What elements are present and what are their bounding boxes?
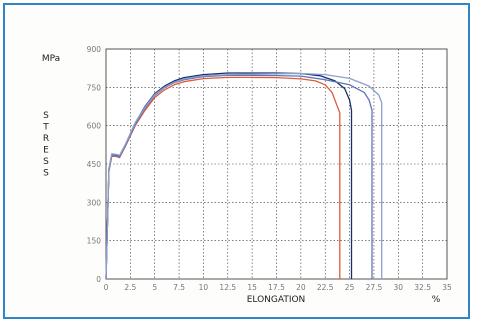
x-tick-label: 7.5 — [173, 283, 185, 292]
x-tick-label: 35 — [442, 283, 452, 292]
y-axis-label-letter: E — [43, 146, 49, 156]
x-tick-label: 25 — [345, 283, 355, 292]
y-axis-label-letter: S — [43, 111, 49, 121]
x-tick-label: 27.5 — [366, 283, 383, 292]
x-tick-label: 20 — [296, 283, 306, 292]
x-tick-label: 17.5 — [268, 283, 285, 292]
y-tick-label: 750 — [87, 83, 102, 92]
x-axis-label: ELONGATION — [247, 295, 306, 305]
x-tick-label: 30 — [394, 283, 404, 292]
series-line-1 — [105, 76, 341, 280]
x-tick-labels: 0 2.5 5 7.5 10 12.5 15 17.5 20 22.5 25 27.5 30 32.5 35 — [104, 283, 452, 292]
x-tick-label: 10 — [199, 283, 209, 292]
y-axis-label-letter: R — [43, 134, 49, 144]
y-tick-labels: 0 150 300 450 600 750 900 — [87, 45, 102, 284]
chart-frame: 0 2.5 5 7.5 10 12.5 15 17.5 20 22.5 25 27.5 30 32.5 35… — [3, 3, 470, 319]
y-axis-unit: MPa — [42, 54, 60, 64]
series-layer — [105, 72, 383, 280]
y-tick-label: 300 — [87, 198, 102, 207]
x-tick-label: 12.5 — [219, 283, 236, 292]
series-line-3 — [105, 74, 373, 280]
y-axis-label-letter: T — [42, 123, 49, 133]
stress-elongation-chart: 0 2.5 5 7.5 10 12.5 15 17.5 20 22.5 25 27.5 30 32.5 35… — [42, 45, 452, 305]
y-tick-label: 150 — [87, 237, 102, 246]
y-axis-label-letter: S — [43, 157, 49, 167]
x-axis-unit: % — [432, 295, 441, 305]
y-tick-label: 600 — [87, 122, 102, 131]
y-axis-label-letter: S — [43, 169, 49, 179]
plot-area — [105, 48, 448, 280]
x-tick-label: 5 — [152, 283, 157, 292]
x-tick-label: 32.5 — [414, 283, 431, 292]
x-tick-label: 15 — [247, 283, 257, 292]
x-tick-label: 22.5 — [317, 283, 334, 292]
grid — [106, 49, 447, 279]
x-tick-label: 2.5 — [124, 283, 136, 292]
y-tick-label: 0 — [96, 275, 101, 284]
y-tick-label: 900 — [87, 45, 102, 54]
y-tick-label: 450 — [87, 160, 102, 169]
x-tick-label: 0 — [104, 283, 109, 292]
series-line-4 — [105, 72, 383, 280]
